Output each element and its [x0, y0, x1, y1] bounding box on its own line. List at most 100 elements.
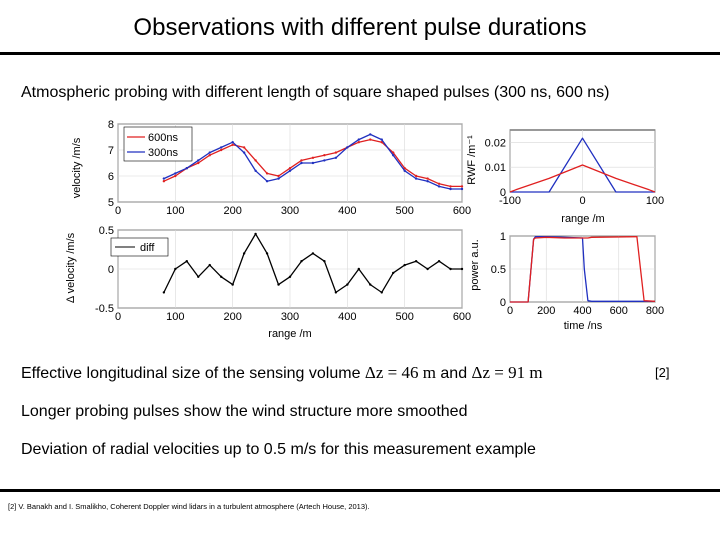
data-point [392, 154, 395, 157]
chart-power: 0 200 400 600 800 0 0.5 1 power a.u. time /ns [469, 231, 664, 332]
x-tick-label: 300 [281, 311, 299, 323]
chart-diff-ylabel: Δ velocity /m/s [65, 232, 77, 303]
data-point [437, 260, 441, 263]
data-point [346, 283, 349, 286]
chart-power-ylabel: power a.u. [469, 239, 481, 290]
data-point [300, 159, 303, 162]
x-tick-label: 600 [453, 205, 471, 217]
y-tick-label: 0.5 [99, 225, 114, 237]
chart-rwf-xlabel: range /m [561, 213, 604, 225]
data-point [300, 260, 303, 263]
data-point [392, 271, 395, 275]
data-point [254, 159, 257, 162]
data-point [277, 283, 280, 286]
data-point [380, 291, 383, 294]
data-point [254, 232, 257, 236]
y-tick-label: 0.5 [491, 264, 506, 276]
series-line-diff [163, 233, 462, 294]
chart-diff-ticks: 0 100 200 300 400 500 600-0.500.5 [95, 225, 471, 323]
data-point [334, 156, 338, 159]
x-tick-label: 600 [453, 311, 471, 323]
y-tick-label: 7 [108, 145, 114, 157]
data-point [265, 252, 269, 255]
data-point [220, 275, 223, 278]
data-point [414, 260, 418, 263]
data-point [426, 180, 429, 183]
data-point [288, 169, 292, 172]
data-point [357, 141, 360, 144]
data-point [208, 154, 211, 157]
data-point [185, 167, 188, 170]
reference-tag: [2] [655, 365, 670, 380]
y-tick-label: 0 [500, 187, 506, 199]
chart-power-grid [509, 235, 656, 303]
x-tick-label: 500 [395, 311, 413, 323]
x-tick-label: 800 [646, 305, 664, 317]
data-point [369, 283, 372, 286]
y-tick-label: 8 [108, 119, 114, 131]
x-tick-label: 400 [338, 311, 356, 323]
data-point [460, 187, 464, 191]
data-point [369, 138, 372, 141]
x-tick-label: 300 [281, 205, 299, 217]
x-tick-label: 200 [223, 205, 241, 217]
chart-power-series [510, 236, 656, 303]
x-tick-label: -100 [499, 195, 521, 207]
data-point [311, 161, 315, 165]
data-point [185, 260, 188, 263]
slide-title: Observations with different pulse durati… [133, 14, 587, 41]
legend-300ns-label: 300ns [148, 147, 178, 159]
bullet-2-text: Effective longitudinal size of the sensi… [21, 365, 365, 382]
data-point [300, 161, 303, 165]
data-point [380, 141, 383, 144]
y-tick-label: 5 [108, 197, 114, 209]
chart-velocity-grid [117, 123, 463, 203]
chart-velocity-series [162, 133, 464, 191]
bullet-1: Atmospheric probing with different lengt… [21, 84, 610, 101]
data-point [288, 275, 292, 278]
bullet-2: Effective longitudinal size of the sensi… [21, 363, 543, 383]
y-tick-label: 0.01 [485, 162, 506, 174]
x-tick-label: 0 [507, 305, 513, 317]
data-point [460, 267, 464, 271]
data-point [242, 151, 246, 154]
bullet-4: Deviation of radial velocities up to 0.5… [21, 441, 536, 458]
y-tick-label: 1 [500, 231, 506, 243]
bullet-2-math-a: Δz = 46 m [364, 363, 436, 382]
data-point [437, 185, 441, 188]
data-point [162, 291, 166, 294]
data-point [334, 291, 338, 294]
x-tick-label: 0 [579, 195, 585, 207]
data-point [242, 252, 246, 255]
x-tick-label: 0 [115, 205, 121, 217]
chart-diff-legend: diff [110, 237, 169, 257]
series-line-300ns [163, 133, 462, 190]
chart-velocity-legend: 600ns 300ns [123, 126, 193, 162]
x-tick-label: 200 [537, 305, 555, 317]
chart-diff-series [162, 232, 464, 294]
data-point [403, 169, 406, 172]
data-point [334, 151, 338, 154]
data-point [174, 174, 177, 178]
y-tick-label: 0 [500, 297, 506, 309]
chart-power-ticks: 0 200 400 600 800 0 0.5 1 [491, 231, 664, 317]
data-point [254, 169, 257, 172]
data-point [437, 182, 441, 185]
y-tick-label: 6 [108, 171, 114, 183]
series-line-0 [510, 137, 655, 193]
data-point [449, 187, 452, 191]
chart-rwf-series [509, 137, 656, 193]
data-point [323, 154, 326, 157]
data-point [460, 185, 464, 188]
data-point [414, 177, 418, 180]
data-point [392, 151, 395, 154]
data-point [449, 267, 452, 271]
bullet-2-math-b: Δz = 91 m [471, 363, 543, 382]
data-point [426, 267, 429, 271]
chart-velocity: 0 100 200 300 400 500 600 5 6 7 8 velocity /m/s 60… [71, 119, 471, 217]
legend-diff-label: diff [140, 242, 155, 254]
series-line-1 [510, 236, 656, 303]
chart-velocity-ylabel: velocity /m/s [71, 137, 83, 198]
